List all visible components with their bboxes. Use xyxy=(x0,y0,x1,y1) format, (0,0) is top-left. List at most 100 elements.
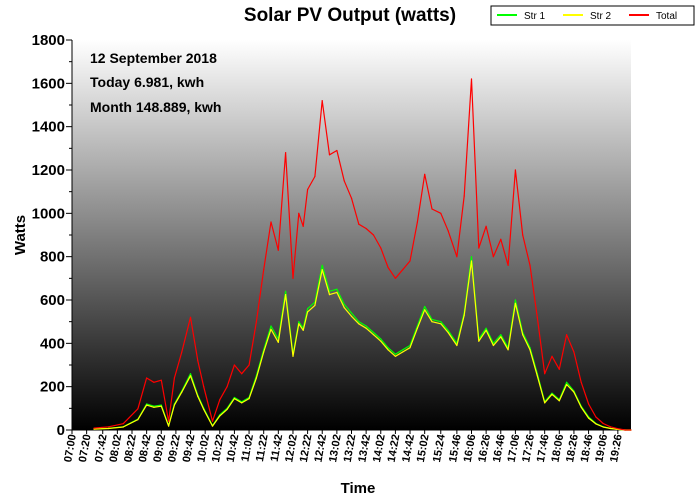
data-point-total xyxy=(595,416,597,418)
data-point-str-2 xyxy=(137,419,139,421)
data-point-str-2 xyxy=(298,323,300,325)
data-point-str-2 xyxy=(350,315,353,317)
data-point-str-2 xyxy=(277,341,279,343)
legend-label-total: Total xyxy=(656,11,677,22)
data-point-total xyxy=(424,173,426,175)
annotation-month: Month 148.889, kwh xyxy=(90,99,221,115)
data-point-str-2 xyxy=(507,349,509,351)
data-point-str-1 xyxy=(365,325,367,327)
data-point-total xyxy=(248,364,250,366)
data-point-total xyxy=(173,377,175,379)
data-point-str-2 xyxy=(160,405,162,407)
x-tick-label: 08:02 xyxy=(108,433,125,463)
x-tick-label: 09:02 xyxy=(152,433,169,463)
data-point-str-1 xyxy=(402,349,404,351)
data-point-total xyxy=(365,227,367,230)
x-tick-label: 10:22 xyxy=(210,433,227,463)
data-point-total xyxy=(181,351,183,353)
data-point-total xyxy=(137,408,139,410)
data-point-str-2 xyxy=(409,347,411,349)
y-tick-label: 1600 xyxy=(32,75,65,92)
data-point-str-2 xyxy=(219,415,221,417)
data-point-str-2 xyxy=(573,391,575,393)
data-point-str-2 xyxy=(263,351,265,353)
data-point-str-2 xyxy=(255,377,257,379)
legend-box xyxy=(490,5,695,26)
data-point-total xyxy=(108,426,110,428)
series-line-total xyxy=(93,78,631,431)
y-tick-label: 600 xyxy=(40,292,65,309)
data-point-str-2 xyxy=(241,402,243,404)
data-point-str-1 xyxy=(566,381,568,383)
data-point-str-2 xyxy=(387,349,389,351)
data-point-total xyxy=(624,429,626,431)
data-point-total xyxy=(500,238,502,240)
data-point-total xyxy=(358,223,360,225)
data-point-str-1 xyxy=(153,405,155,407)
x-tick-label: 13:42 xyxy=(356,433,373,463)
data-point-str-1 xyxy=(394,353,396,355)
data-point-str-2 xyxy=(456,344,458,347)
chart-title: Solar PV Output (watts) xyxy=(244,5,456,26)
data-point-str-2 xyxy=(108,427,110,430)
x-tick-label: 09:42 xyxy=(181,433,198,463)
x-tick-label: 12:02 xyxy=(283,433,300,463)
x-tick-label: 08:42 xyxy=(137,433,154,463)
x-tick-label: 12:42 xyxy=(312,433,329,463)
data-point-str-2 xyxy=(307,311,309,313)
data-point-total xyxy=(609,426,612,428)
data-point-str-1 xyxy=(470,256,473,258)
data-point-total xyxy=(285,152,287,154)
data-point-total xyxy=(255,321,257,323)
x-tick-label: 14:02 xyxy=(371,433,388,463)
data-point-total xyxy=(580,381,582,383)
data-point-total xyxy=(203,386,205,388)
data-point-total xyxy=(122,423,124,425)
data-point-total xyxy=(263,269,265,271)
data-point-str-1 xyxy=(514,299,517,301)
data-point-total xyxy=(241,373,243,375)
data-point-total xyxy=(402,269,404,271)
x-tick-label: 08:22 xyxy=(122,433,139,463)
data-point-str-1 xyxy=(447,329,449,331)
data-point-total xyxy=(536,316,538,318)
x-tick-label: 14:22 xyxy=(386,433,403,463)
data-point-str-2 xyxy=(558,400,560,402)
y-tick-label: 1000 xyxy=(32,205,65,222)
y-axis-ticks: 0 200 400 600 800 1000 1200 1400 1600 1800 xyxy=(32,32,72,439)
data-point-str-2 xyxy=(197,395,199,397)
x-tick-label: 09:22 xyxy=(166,433,183,463)
data-point-str-2 xyxy=(189,375,192,377)
plot-area xyxy=(72,40,631,430)
data-point-total xyxy=(431,208,433,210)
data-point-total xyxy=(544,373,546,375)
y-tick-label: 1800 xyxy=(32,32,65,49)
data-point-total xyxy=(478,247,480,249)
data-point-total xyxy=(321,100,323,102)
data-point-str-1 xyxy=(485,327,487,329)
y-tick-label: 800 xyxy=(40,249,65,266)
data-point-str-1 xyxy=(298,321,300,323)
x-tick-label: 07:20 xyxy=(77,433,94,463)
data-point-str-1 xyxy=(350,312,353,314)
data-point-str-1 xyxy=(146,403,148,405)
x-tick-label: 11:22 xyxy=(254,433,271,462)
x-tick-label: 17:26 xyxy=(520,433,537,463)
data-point-str-2 xyxy=(463,314,465,316)
data-point-total xyxy=(602,422,604,425)
x-tick-label: 17:46 xyxy=(535,433,552,463)
data-point-str-1 xyxy=(551,392,553,394)
data-point-total xyxy=(298,212,300,214)
series-lines xyxy=(93,78,632,431)
data-point-total xyxy=(336,149,338,152)
data-point-str-2 xyxy=(336,291,338,293)
data-point-str-2 xyxy=(314,304,316,306)
data-point-str-2 xyxy=(211,425,214,427)
legend-label-str-1: Str 1 xyxy=(524,11,546,22)
annotation-date: 12 September 2018 xyxy=(90,50,217,66)
data-point-str-2 xyxy=(485,329,487,331)
data-point-str-2 xyxy=(168,425,170,427)
data-point-str-2 xyxy=(153,406,155,408)
data-point-str-1 xyxy=(372,331,375,334)
